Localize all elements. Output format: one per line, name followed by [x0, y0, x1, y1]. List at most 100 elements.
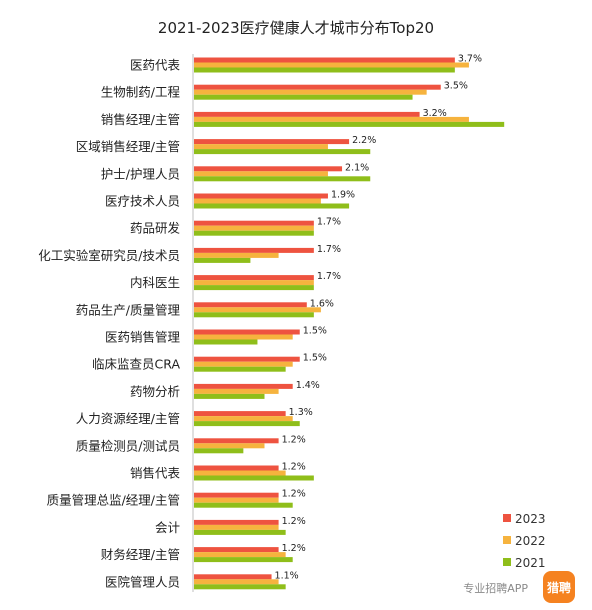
data-label: 1.3% [289, 407, 313, 418]
data-label: 2.1% [345, 162, 369, 173]
category-label: 医药代表 [130, 58, 181, 73]
bar-2022 [194, 225, 314, 231]
bar-2023 [194, 574, 272, 580]
data-label: 1.2% [282, 489, 306, 500]
bar-2021 [194, 557, 293, 563]
category-label: 临床监查员CRA [92, 357, 180, 372]
legend-label: 2023 [515, 512, 546, 526]
data-label: 1.2% [282, 462, 306, 473]
bar-2023 [194, 329, 300, 335]
bar-2023 [194, 411, 286, 417]
bar-2021 [194, 502, 293, 508]
bar-2023 [194, 139, 350, 145]
bar-2023 [194, 220, 314, 226]
category-label: 质量检测员/测试员 [76, 438, 180, 453]
legend-label: 2022 [515, 534, 546, 548]
bar-2023 [194, 547, 279, 553]
category-label: 医药销售管理 [105, 330, 181, 345]
category-label: 财务经理/主管 [101, 547, 180, 562]
bar-2022 [194, 361, 293, 367]
bar-2021 [194, 393, 265, 399]
category-label: 化工实验室研究员/技术员 [38, 248, 180, 263]
bar-2021 [194, 448, 244, 454]
bar-2023 [194, 356, 300, 362]
category-label: 内科医生 [130, 275, 180, 290]
liepin-logo-icon [543, 571, 575, 603]
bar-2021 [194, 121, 505, 127]
data-label: 1.4% [296, 380, 320, 391]
data-label: 3.2% [423, 108, 447, 119]
bar-2021 [194, 67, 455, 73]
data-label: 1.7% [317, 217, 341, 228]
category-label: 销售代表 [130, 466, 181, 481]
data-label: 1.7% [317, 271, 341, 282]
bar-2023 [194, 193, 328, 199]
bar-2022 [194, 307, 321, 313]
bar-2022 [194, 89, 427, 95]
bar-2022 [194, 116, 469, 122]
bar-2021 [194, 257, 251, 263]
watermark: 专业招聘APP 猎聘 [463, 571, 575, 603]
bar-2023 [194, 111, 420, 117]
category-label: 药品研发 [130, 221, 181, 236]
bar-2021 [194, 230, 314, 236]
legend-swatch [503, 558, 511, 566]
bar-2022 [194, 552, 286, 558]
bar-2023 [194, 438, 279, 444]
bar-2021 [194, 149, 371, 155]
bar-2023 [194, 275, 314, 281]
category-label: 人力资源经理/主管 [76, 411, 180, 426]
bar-2021 [194, 94, 413, 100]
bar-2022 [194, 579, 279, 585]
bar-2023 [194, 383, 293, 389]
bar-2021 [194, 366, 286, 372]
data-label: 3.7% [458, 54, 482, 65]
bar-2022 [194, 171, 328, 177]
legend-swatch [503, 514, 511, 522]
bar-2023 [194, 519, 279, 525]
legend-label: 2021 [515, 556, 546, 570]
bar-2021 [194, 421, 300, 427]
bar-2021 [194, 339, 258, 345]
category-label: 会计 [155, 520, 180, 535]
bar-2023 [194, 465, 279, 471]
bar-2022 [194, 470, 286, 476]
bar-2021 [194, 475, 314, 481]
bar-2023 [194, 492, 279, 498]
data-label: 1.5% [303, 353, 327, 364]
bar-2023 [194, 302, 307, 308]
category-label: 质量管理总监/经理/主管 [47, 493, 180, 508]
bars-group [194, 57, 505, 590]
bar-2022 [194, 198, 321, 204]
bar-2022 [194, 280, 314, 286]
category-label: 销售经理/主管 [101, 112, 180, 127]
category-label: 医疗技术人员 [105, 194, 180, 209]
bar-2021 [194, 203, 350, 209]
data-label: 1.2% [282, 434, 306, 445]
category-label: 护士/护理人员 [101, 166, 180, 181]
bar-2022 [194, 62, 469, 68]
legend-swatch [503, 536, 511, 544]
data-label: 3.5% [444, 81, 468, 92]
data-label: 1.2% [282, 516, 306, 527]
data-label: 1.9% [331, 190, 355, 201]
data-label: 1.5% [303, 326, 327, 337]
category-label: 医院管理人员 [105, 574, 180, 589]
labels-group: 医药代表 3.7% 生物制药/工程 3.5% 销售经理/主管 3.2% 区域销售经理/主管 2… [38, 54, 482, 590]
bar-2022 [194, 144, 328, 150]
data-label: 1.2% [282, 543, 306, 554]
bar-2021 [194, 285, 314, 291]
bar-2023 [194, 247, 314, 253]
bar-2023 [194, 57, 455, 63]
bar-2022 [194, 524, 279, 530]
category-label: 生物制药/工程 [101, 85, 181, 100]
bar-2021 [194, 584, 286, 590]
category-label: 药品生产/质量管理 [76, 302, 181, 317]
bar-2022 [194, 388, 279, 394]
bar-2021 [194, 312, 314, 318]
bar-2022 [194, 443, 265, 449]
bar-2023 [194, 166, 343, 172]
legend: 2023 2022 2021 [503, 512, 546, 570]
data-label: 1.6% [310, 298, 334, 309]
